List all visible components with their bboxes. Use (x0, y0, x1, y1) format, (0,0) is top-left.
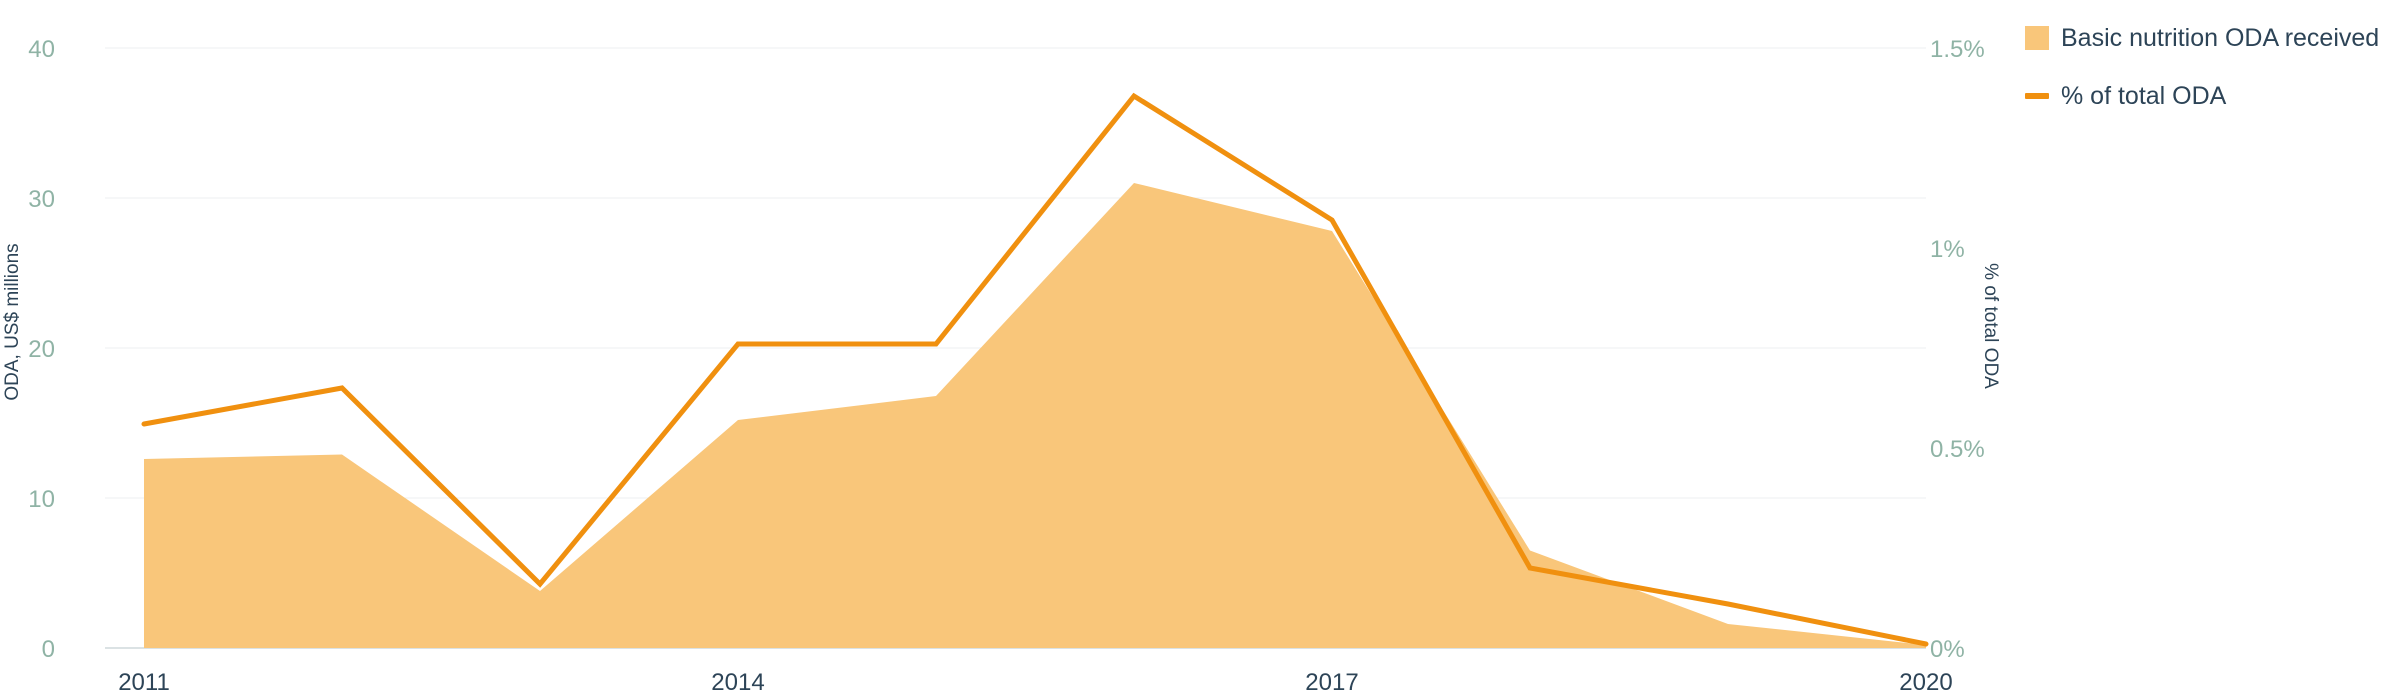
left-tick-label: 30 (28, 186, 55, 213)
line-pct-total-oda (141, 92, 1929, 647)
right-axis-title: % of total ODA (1980, 263, 2001, 389)
legend: Basic nutrition ODA received % of total … (2025, 20, 2379, 136)
legend-label-line: % of total ODA (2061, 81, 2227, 110)
x-tick-label: 2017 (1305, 669, 1358, 696)
x-tick-label: 2020 (1899, 669, 1952, 696)
right-tick-label: 1.5% (1930, 36, 1985, 63)
line-series-layer (141, 92, 1929, 647)
legend-swatch-area (2025, 26, 2049, 50)
right-tick-label: 0% (1930, 636, 1965, 663)
area-series-layer (144, 183, 1926, 648)
left-tick-label: 0 (42, 636, 55, 663)
right-axis: 0% 0.5% 1% 1.5% (1930, 36, 1985, 663)
left-axis-title: ODA, US$ millions (2, 243, 23, 400)
x-axis: 2011 2014 2017 2020 (118, 669, 1953, 696)
left-tick-label: 20 (28, 336, 55, 363)
legend-label-area: Basic nutrition ODA received (2061, 23, 2380, 52)
left-tick-label: 40 (28, 36, 55, 63)
right-tick-label: 0.5% (1930, 436, 1985, 463)
left-tick-label: 10 (28, 486, 55, 513)
legend-swatch-line (2025, 93, 2049, 99)
right-tick-label: 1% (1930, 236, 1965, 263)
left-axis: 0 10 20 30 40 (28, 36, 55, 663)
x-tick-label: 2011 (118, 669, 170, 696)
x-tick-label: 2014 (711, 669, 764, 696)
area-basic-nutrition-oda (144, 183, 1926, 648)
legend-item-area[interactable]: Basic nutrition ODA received (2025, 20, 2379, 56)
legend-item-line[interactable]: % of total ODA (2025, 78, 2379, 114)
